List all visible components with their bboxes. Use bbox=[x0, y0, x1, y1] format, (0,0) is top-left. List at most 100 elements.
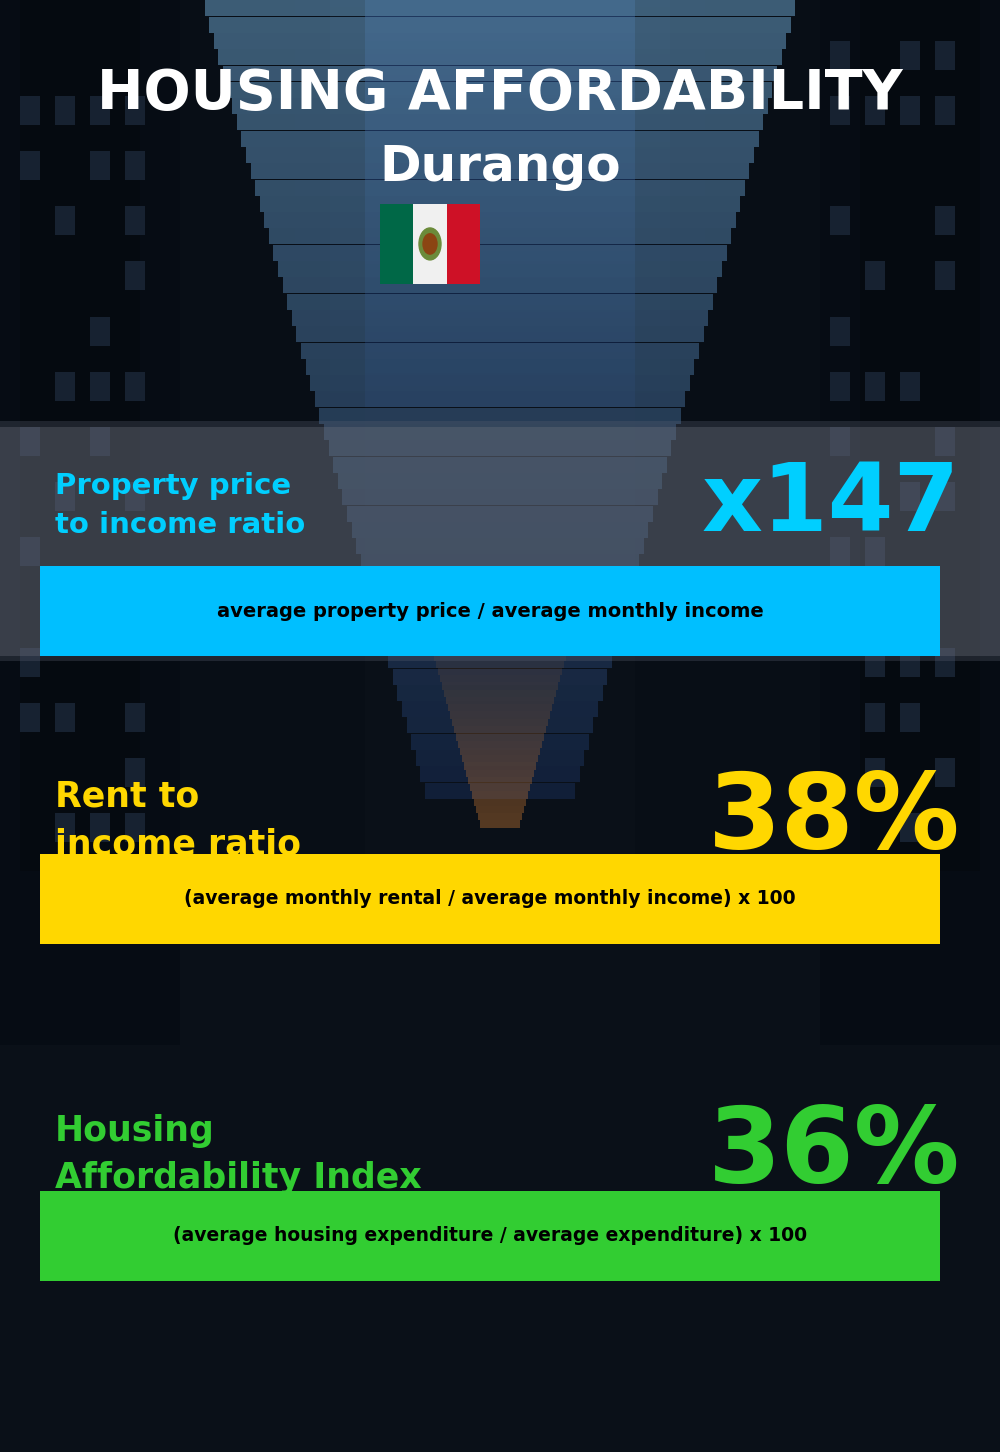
Bar bbox=[0, 0, 330, 944]
Bar bbox=[442, 682, 558, 690]
Bar bbox=[200, 359, 800, 366]
Bar bbox=[830, 592, 850, 621]
Bar bbox=[292, 309, 708, 325]
Bar bbox=[775, 0, 895, 944]
Bar bbox=[200, 54, 800, 61]
Bar bbox=[55, 813, 75, 842]
Bar bbox=[200, 211, 800, 216]
Bar bbox=[20, 703, 40, 732]
Bar bbox=[200, 163, 800, 170]
Bar bbox=[200, 237, 800, 244]
Bar bbox=[40, 1191, 940, 1281]
Bar bbox=[428, 632, 572, 639]
Bar bbox=[200, 33, 800, 41]
Bar bbox=[900, 41, 920, 70]
Bar bbox=[0, 0, 180, 1045]
Bar bbox=[273, 245, 727, 261]
Bar bbox=[20, 151, 40, 180]
Bar bbox=[200, 264, 800, 272]
Bar bbox=[935, 41, 955, 70]
Bar bbox=[301, 343, 699, 359]
Bar bbox=[200, 122, 800, 129]
Text: average property price / average monthly income: average property price / average monthly… bbox=[217, 601, 763, 621]
Bar bbox=[425, 783, 575, 799]
Bar bbox=[900, 96, 920, 125]
Bar bbox=[464, 762, 536, 770]
Text: Durango: Durango bbox=[379, 142, 621, 192]
Bar bbox=[426, 624, 574, 632]
Bar bbox=[865, 372, 885, 401]
Bar bbox=[125, 151, 145, 180]
Bar bbox=[830, 206, 850, 235]
Bar bbox=[447, 203, 480, 285]
Bar bbox=[246, 147, 754, 163]
Bar bbox=[830, 96, 850, 125]
Bar bbox=[333, 457, 667, 473]
Bar bbox=[125, 758, 145, 787]
Bar bbox=[356, 539, 644, 555]
Text: Rent to
income ratio: Rent to income ratio bbox=[55, 780, 301, 861]
Bar bbox=[329, 440, 671, 456]
Bar bbox=[200, 298, 800, 305]
Bar bbox=[20, 537, 40, 566]
Bar bbox=[200, 176, 800, 183]
Bar bbox=[205, 0, 795, 16]
Bar bbox=[324, 424, 676, 440]
Bar bbox=[740, 0, 860, 944]
Bar bbox=[255, 180, 745, 196]
Bar bbox=[55, 703, 75, 732]
Bar bbox=[200, 190, 800, 196]
Bar bbox=[214, 33, 786, 49]
Bar bbox=[90, 151, 110, 180]
Bar bbox=[900, 813, 920, 842]
Bar bbox=[200, 231, 800, 237]
Text: HOUSING AFFORDABILITY: HOUSING AFFORDABILITY bbox=[97, 67, 903, 122]
Bar bbox=[830, 427, 850, 456]
Bar bbox=[200, 399, 800, 407]
Bar bbox=[200, 142, 800, 150]
Bar bbox=[935, 758, 955, 787]
Bar bbox=[384, 636, 616, 652]
Bar bbox=[865, 96, 885, 125]
Bar bbox=[200, 366, 800, 373]
Bar bbox=[935, 648, 955, 677]
Bar bbox=[223, 65, 777, 81]
Bar bbox=[20, 96, 40, 125]
Bar bbox=[200, 81, 800, 89]
Bar bbox=[830, 537, 850, 566]
Bar bbox=[393, 668, 607, 684]
Bar bbox=[125, 482, 145, 511]
Bar bbox=[200, 251, 800, 257]
Bar bbox=[251, 163, 749, 179]
Bar bbox=[444, 690, 556, 697]
Bar bbox=[0, 421, 1000, 661]
Bar bbox=[900, 372, 920, 401]
Bar bbox=[452, 719, 548, 726]
Bar bbox=[200, 28, 800, 33]
Bar bbox=[125, 372, 145, 401]
Bar bbox=[460, 748, 540, 755]
Bar bbox=[200, 386, 800, 393]
Bar bbox=[422, 610, 578, 617]
Bar bbox=[125, 703, 145, 732]
Bar bbox=[432, 646, 568, 653]
Bar bbox=[296, 327, 704, 343]
Bar bbox=[0, 0, 295, 944]
Bar bbox=[352, 521, 648, 537]
Bar bbox=[670, 0, 790, 944]
Bar bbox=[90, 372, 110, 401]
Bar bbox=[200, 68, 800, 74]
Bar bbox=[338, 473, 662, 489]
Bar bbox=[20, 0, 140, 871]
Bar bbox=[365, 571, 635, 587]
Bar bbox=[900, 648, 920, 677]
Bar bbox=[90, 813, 110, 842]
Bar bbox=[420, 767, 580, 783]
Circle shape bbox=[423, 234, 437, 254]
Bar bbox=[860, 0, 980, 871]
Bar bbox=[446, 697, 554, 704]
Bar bbox=[407, 717, 593, 733]
Bar bbox=[900, 482, 920, 511]
Bar bbox=[200, 224, 800, 231]
Bar bbox=[0, 0, 190, 944]
